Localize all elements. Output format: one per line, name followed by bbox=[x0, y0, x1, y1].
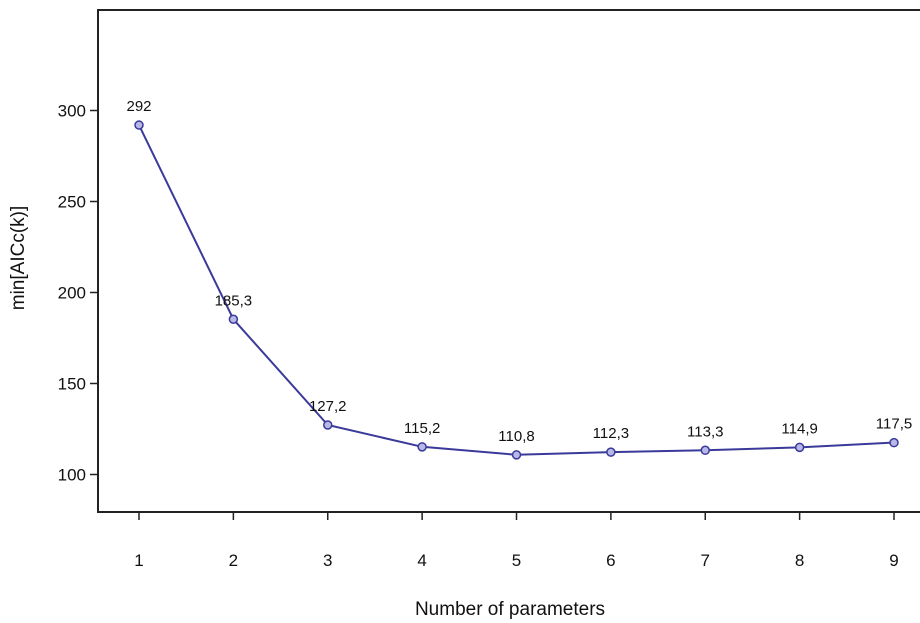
data-point bbox=[323, 420, 333, 430]
x-tick-label: 4 bbox=[417, 551, 426, 570]
series-line bbox=[138, 124, 895, 456]
x-tick-label: 9 bbox=[889, 551, 898, 570]
x-tick-label: 3 bbox=[323, 551, 332, 570]
x-tick-label: 7 bbox=[701, 551, 710, 570]
x-tick-label: 8 bbox=[795, 551, 804, 570]
y-tick-label: 200 bbox=[58, 284, 86, 303]
y-tick-label: 250 bbox=[58, 193, 86, 212]
data-label: 113,3 bbox=[687, 423, 723, 440]
x-tick-label: 2 bbox=[229, 551, 238, 570]
x-tick-label: 5 bbox=[512, 551, 521, 570]
data-point bbox=[794, 442, 805, 453]
y-axis-ticks: 100 150 200 250 300 bbox=[58, 102, 98, 485]
data-label: 115,2 bbox=[404, 420, 440, 437]
y-tick-label: 100 bbox=[58, 466, 86, 485]
data-label: 110,8 bbox=[498, 428, 534, 445]
plot-frame bbox=[97, 9, 920, 513]
data-label: 114,9 bbox=[781, 420, 817, 437]
x-tick-label: 1 bbox=[134, 551, 143, 570]
data-point bbox=[417, 442, 427, 452]
data-point bbox=[134, 120, 144, 130]
x-axis-title: Number of parameters bbox=[415, 599, 605, 620]
data-label: 292 bbox=[126, 98, 151, 115]
data-point bbox=[228, 314, 239, 325]
data-label: 127,2 bbox=[309, 398, 347, 415]
x-axis-ticks: 1 2 3 4 5 6 7 8 9 bbox=[134, 512, 899, 570]
data-label: 112,3 bbox=[593, 425, 629, 442]
data-point bbox=[700, 445, 710, 456]
data-point bbox=[511, 450, 522, 460]
data-label: 117,5 bbox=[876, 416, 912, 433]
data-point bbox=[606, 447, 616, 457]
y-axis-title: min[AICc(k)] bbox=[8, 206, 29, 311]
y-tick-label: 150 bbox=[58, 375, 86, 394]
data-point bbox=[889, 437, 899, 448]
y-tick-label: 300 bbox=[58, 102, 86, 121]
data-points bbox=[134, 120, 899, 460]
data-label: 185,3 bbox=[215, 292, 253, 309]
x-tick-label: 6 bbox=[606, 551, 615, 570]
data-labels: 292 185,3 127,2 115,2 110,8 112,3 113,3 114,9 11… bbox=[126, 98, 912, 445]
